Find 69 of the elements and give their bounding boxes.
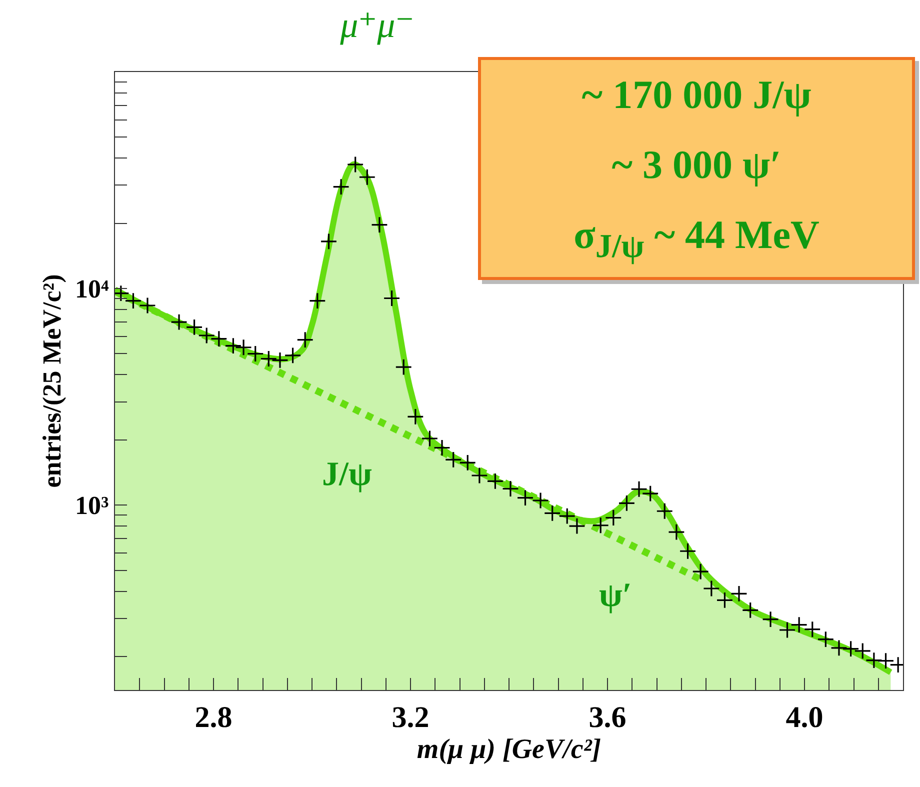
point [702, 580, 720, 597]
point [358, 168, 376, 186]
point [421, 430, 438, 448]
point [604, 509, 622, 526]
x-tick-label: 3.6 [588, 701, 626, 734]
point [260, 350, 278, 368]
point [486, 472, 504, 490]
chart-title: μ⁺μ⁻ [339, 5, 414, 46]
point [395, 358, 412, 376]
x-tick-label: 4.0 [786, 701, 824, 734]
point [198, 327, 216, 344]
point [296, 331, 314, 348]
point [186, 318, 203, 336]
point [444, 451, 462, 468]
point [271, 352, 288, 369]
point [370, 216, 388, 234]
point [124, 292, 142, 310]
point [516, 489, 534, 506]
point [877, 652, 894, 670]
point [170, 314, 188, 331]
point [459, 454, 476, 472]
point [865, 652, 882, 669]
point [502, 480, 519, 498]
point [284, 346, 302, 364]
y-tick-label: 10⁴ [75, 274, 110, 304]
annotation: J/ψ [322, 456, 372, 493]
point [679, 542, 696, 560]
point [817, 630, 834, 648]
point [790, 616, 808, 634]
point [630, 480, 648, 498]
annotation: ψ′ [599, 577, 632, 614]
point [332, 178, 350, 196]
point [716, 592, 734, 609]
point [544, 504, 561, 522]
point [308, 292, 326, 310]
point [383, 290, 400, 307]
point [346, 156, 364, 173]
point [762, 610, 780, 628]
point [246, 345, 264, 362]
x-tick-label: 2.8 [194, 701, 232, 734]
point [235, 338, 252, 356]
point [668, 524, 685, 541]
point [470, 466, 488, 484]
point [778, 621, 796, 638]
x-axis-title: m(μ μ) [GeV/c²] [416, 734, 602, 765]
point [830, 639, 848, 656]
x-tick-label: 3.2 [392, 701, 430, 734]
annotation: ~ 3 000 ψ′ [612, 140, 782, 188]
point [618, 494, 636, 512]
annotation: σ$_{J/ψ}$ ~ 44 MeV [574, 210, 820, 266]
point [692, 563, 710, 580]
point [854, 642, 872, 660]
point [434, 439, 451, 456]
point [532, 492, 550, 510]
y-tick-label: 10³ [75, 491, 110, 520]
point [804, 620, 821, 638]
annotation: ~ 170 000 J/ψ [582, 71, 812, 118]
point [656, 502, 674, 520]
y-axis-title: entries/(25 MeV/c²) [37, 274, 66, 488]
point [742, 602, 759, 619]
point [320, 232, 338, 250]
point [842, 640, 860, 658]
point [406, 408, 424, 426]
point [210, 330, 228, 348]
point [642, 485, 659, 502]
point [139, 297, 156, 314]
point [224, 337, 242, 354]
point [730, 585, 748, 602]
point [592, 516, 610, 534]
